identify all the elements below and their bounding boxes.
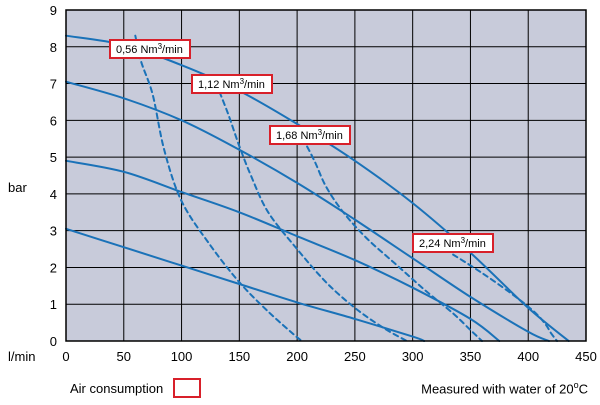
legend: Air consumption: [70, 377, 202, 399]
plot-frame: [65, 9, 587, 342]
curve-label-box: [412, 233, 494, 253]
air-consumption-curve: [134, 34, 304, 342]
curve-label: 1,68 Nm3/min: [269, 125, 351, 145]
tick-labels: 0 50 100 150 200 250 300 350 400 450 0 1 2 3 4 5 6 7 8 9: [50, 3, 597, 364]
pressure-flow-curve: [65, 159, 501, 342]
x-tick-label: 0: [62, 349, 69, 364]
curve-label-text: 2,24 Nm3/min: [419, 236, 486, 250]
legend-label: Air consumption: [70, 380, 164, 396]
curve-label: 2,24 Nm3/min: [412, 233, 494, 253]
x-tick-label: 100: [171, 349, 193, 364]
curve-label-text: 0,56 Nm3/min: [116, 42, 183, 56]
y-tick-label: 3: [50, 224, 57, 239]
legend-swatch: [173, 378, 202, 398]
x-tick-label: 150: [228, 349, 250, 364]
y-tick-label: 7: [50, 77, 57, 92]
y-tick-label: 8: [50, 40, 57, 55]
x-tick-label: 350: [460, 349, 482, 364]
y-tick-label: 0: [50, 334, 57, 349]
y-tick-label: 4: [50, 187, 57, 202]
y-axis-title: bar: [8, 180, 27, 195]
footnote-degree: o: [573, 380, 579, 390]
curve-label-text: 1,12 Nm3/min: [198, 77, 265, 91]
x-tick-label: 200: [286, 349, 308, 364]
x-tick-label: 50: [117, 349, 131, 364]
curve-label-box: [269, 125, 351, 145]
footnote-unit: C: [578, 381, 588, 397]
air-consumption-curve: [452, 253, 559, 342]
air-consumption-curve: [215, 82, 408, 342]
x-tick-label: 450: [575, 349, 597, 364]
curve-labels: 0,56 Nm3/min 1,12 Nm3/min 1,68 Nm3/min 2,24…: [109, 39, 494, 253]
x-tick-label: 250: [344, 349, 366, 364]
pressure-flow-curve: [65, 227, 426, 342]
x-tick-label: 300: [402, 349, 424, 364]
curve-label-text: 1,68 Nm3/min: [276, 128, 343, 142]
y-tick-label: 9: [50, 3, 57, 18]
curve-label: 1,12 Nm3/min: [191, 74, 273, 94]
footnote-text: Measured with water of 20: [421, 381, 574, 397]
y-tick-label: 6: [50, 113, 57, 128]
air-consumption-curve: [301, 137, 483, 342]
footnote: Measured with water of 20oC: [421, 380, 588, 396]
x-axis-title: l/min: [8, 349, 35, 364]
x-tick-label: 400: [517, 349, 539, 364]
curve-label-box: [191, 74, 273, 94]
y-tick-label: 1: [50, 297, 57, 312]
y-tick-label: 2: [50, 260, 57, 275]
curve-label: 0,56 Nm3/min: [109, 39, 191, 59]
pressure-flow-curve: [65, 80, 550, 342]
y-tick-label: 5: [50, 150, 57, 165]
curve-label-box: [109, 39, 191, 59]
